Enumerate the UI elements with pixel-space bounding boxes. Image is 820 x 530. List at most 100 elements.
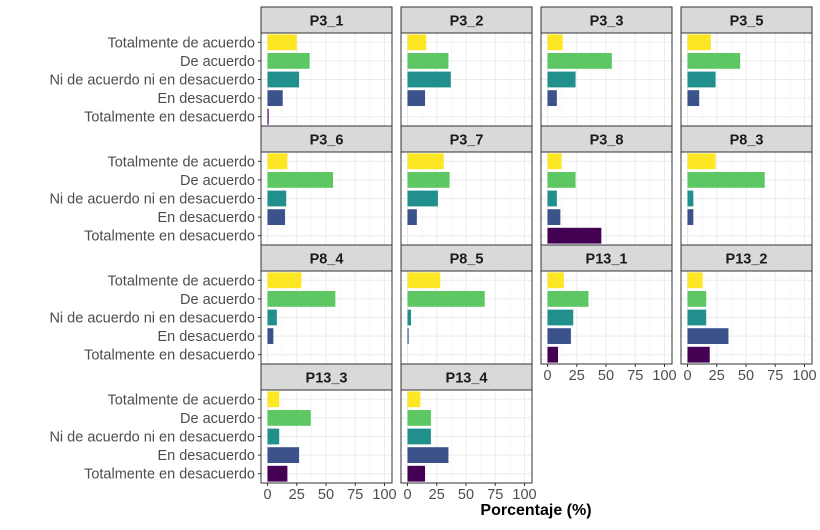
bar-p13-1-0 <box>547 272 564 289</box>
bar-p3-6-3 <box>267 209 286 226</box>
bar-p13-3-2 <box>267 428 280 445</box>
facet-panel-p3-6: P3_6 Totalmente de acuerdo De acuerdo Ni de… <box>49 125 393 246</box>
bar-p3-8-4 <box>547 227 602 244</box>
bar-p13-2-1 <box>687 290 707 307</box>
bar-p3-2-1 <box>407 52 449 69</box>
bar-p3-7-3 <box>407 209 417 226</box>
bar-p3-5-0 <box>687 34 711 51</box>
bar-p13-1-4 <box>547 346 559 363</box>
x-tick-label: 0 <box>403 487 411 503</box>
facet-strip-label: P3_5 <box>730 14 764 30</box>
bar-p13-4-2 <box>407 428 431 445</box>
bar-p13-1-2 <box>547 309 574 326</box>
x-tick-label: 50 <box>318 487 334 503</box>
bar-p8-5-1 <box>407 290 485 307</box>
x-tick-label: 75 <box>487 487 503 503</box>
bar-p3-1-0 <box>267 34 297 51</box>
facet-panel-p3-3: P3_3 <box>540 6 673 127</box>
facet-panel-p3-2: P3_2 <box>400 6 533 127</box>
bar-p13-2-0 <box>687 272 703 289</box>
bar-p13-3-3 <box>267 447 300 464</box>
bar-p8-5-2 <box>407 309 412 326</box>
facet-strip-label: P8_4 <box>310 252 344 268</box>
y-tick-label: Totalmente de acuerdo <box>107 35 255 51</box>
facet-panel-p13-2: P13_2 0 25 50 75 100 <box>680 244 817 384</box>
y-tick-label: De acuerdo <box>180 411 255 427</box>
x-tick-label: 100 <box>652 368 676 384</box>
bar-p3-6-0 <box>267 153 288 170</box>
facet-strip-label: P8_3 <box>730 133 764 149</box>
y-tick-label: Totalmente en desacuerdo <box>84 467 255 483</box>
facet-strip-label: P3_8 <box>590 133 624 149</box>
x-tick-label: 25 <box>569 368 585 384</box>
x-tick-label: 0 <box>543 368 551 384</box>
facet-panel-p8-4: P8_4 Totalmente de acuerdo De acuerdo Ni de… <box>49 244 393 365</box>
y-tick-label: Totalmente en desacuerdo <box>84 348 255 364</box>
bar-p13-1-3 <box>547 328 571 345</box>
facet-strip-label: P13_1 <box>586 252 628 268</box>
bar-p8-5-3 <box>407 328 409 345</box>
facet-strip <box>680 6 813 34</box>
y-tick-label: Ni de acuerdo ni en desacuerdo <box>49 73 255 89</box>
x-tick-label: 50 <box>738 368 754 384</box>
y-tick-label: En desacuerdo <box>157 329 255 345</box>
x-tick-label: 75 <box>767 368 783 384</box>
y-tick-label: Totalmente de acuerdo <box>107 392 255 408</box>
bar-p3-8-2 <box>547 190 557 207</box>
y-tick-label: Ni de acuerdo ni en desacuerdo <box>49 311 255 327</box>
facet-strip-label: P3_1 <box>310 14 344 30</box>
bar-p13-4-0 <box>407 391 421 408</box>
x-tick-label: 50 <box>458 487 474 503</box>
facet-strip-label: P3_7 <box>450 133 484 149</box>
facet-strip-label: P3_6 <box>310 133 344 149</box>
y-tick-label: De acuerdo <box>180 173 255 189</box>
facet-strip-label: P13_3 <box>306 371 348 387</box>
facet-strip <box>540 6 673 34</box>
x-tick-label: 100 <box>792 368 816 384</box>
y-tick-label: En desacuerdo <box>157 448 255 464</box>
facet-panel-p3-1: P3_1 Totalmente de acuerdo De acuerdo Ni de… <box>49 6 393 127</box>
bar-p3-1-4 <box>267 108 269 125</box>
x-tick-label: 0 <box>263 487 271 503</box>
bar-p3-5-1 <box>687 52 741 69</box>
bar-p3-8-0 <box>547 153 562 170</box>
facet-strip-label: P13_4 <box>446 371 488 387</box>
facet-strip-label: P3_3 <box>590 14 624 30</box>
facet-strip <box>400 125 533 153</box>
facet-strip <box>400 363 533 391</box>
bar-p3-3-1 <box>547 52 612 69</box>
facet-panel-p13-1: P13_1 0 25 50 75 100 <box>540 244 677 384</box>
x-tick-label: 50 <box>598 368 614 384</box>
y-tick-label: Ni de acuerdo ni en desacuerdo <box>49 430 255 446</box>
bar-p3-7-0 <box>407 153 444 170</box>
bar-p13-2-3 <box>687 328 729 345</box>
bar-p3-7-2 <box>407 190 438 207</box>
facet-panel-p3-7: P3_7 <box>400 125 533 246</box>
bar-p3-3-3 <box>547 90 557 107</box>
facet-panel-p13-3: P13_3 Totalmente de acuerdo De acuerdo Ni d… <box>49 363 397 503</box>
facet-strip <box>400 6 533 34</box>
bar-p13-2-2 <box>687 309 707 326</box>
bar-p13-4-1 <box>407 409 431 426</box>
y-tick-label: Totalmente en desacuerdo <box>84 229 255 245</box>
bar-p13-2-4 <box>687 346 710 363</box>
facet-panel-p8-5: P8_5 <box>400 244 533 365</box>
bar-p13-4-3 <box>407 447 449 464</box>
facet-panel-p8-3: P8_3 <box>680 125 813 246</box>
y-tick-label: Ni de acuerdo ni en desacuerdo <box>49 192 255 208</box>
bar-p13-1-1 <box>547 290 589 307</box>
bar-p13-4-4 <box>407 465 426 482</box>
bar-p3-8-1 <box>547 171 576 188</box>
bar-p8-3-3 <box>687 209 694 226</box>
bar-p3-2-2 <box>407 71 451 88</box>
bar-p13-3-0 <box>267 391 280 408</box>
bar-p8-4-1 <box>267 290 336 307</box>
bar-p8-4-3 <box>267 328 274 345</box>
x-tick-label: 100 <box>372 487 396 503</box>
x-tick-label: 75 <box>627 368 643 384</box>
x-tick-label: 25 <box>709 368 725 384</box>
x-tick-label: 0 <box>683 368 691 384</box>
bar-p3-7-1 <box>407 171 450 188</box>
y-tick-label: En desacuerdo <box>157 91 255 107</box>
